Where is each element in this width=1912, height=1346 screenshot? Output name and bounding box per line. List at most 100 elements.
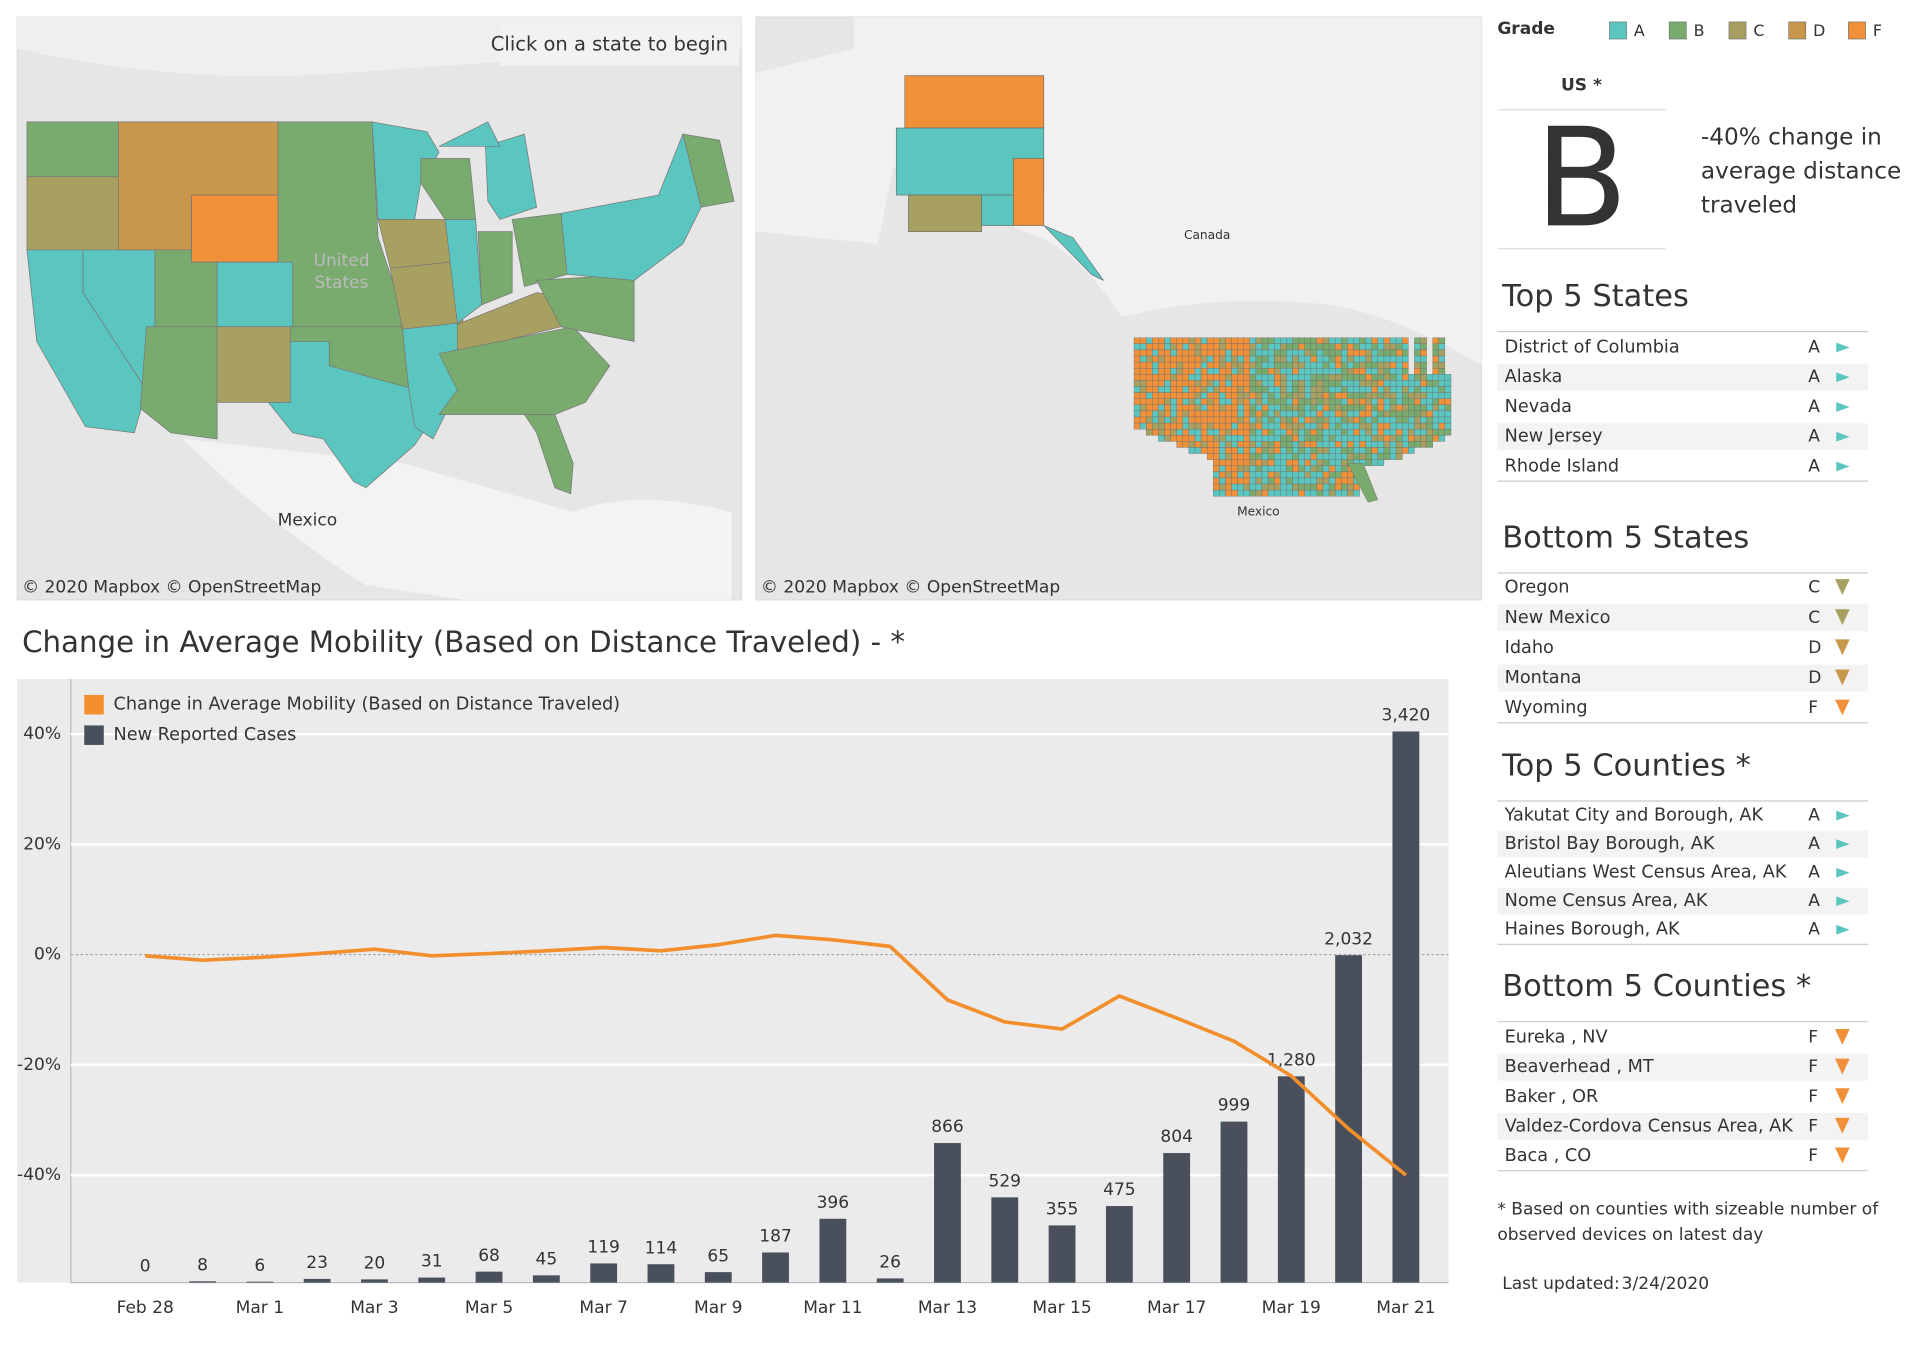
bar-label: 6 <box>254 1256 265 1276</box>
summary-grade: B <box>1535 99 1629 258</box>
bar <box>762 1252 789 1283</box>
bar-label: 1,280 <box>1267 1050 1316 1070</box>
arrow-down <box>1835 1117 1850 1134</box>
bar-label: 114 <box>645 1238 678 1258</box>
x-tick-label: Mar 13 <box>918 1298 977 1318</box>
row-name: Baker , OR <box>1505 1087 1599 1107</box>
county-map[interactable]: Canada Mexico © 2020 Mapbox © OpenStreet… <box>755 16 1483 601</box>
bar <box>1277 1076 1305 1283</box>
list-title: Top 5 Counties * <box>1501 748 1751 783</box>
bar-label: 187 <box>759 1227 792 1247</box>
arrow-right <box>1836 372 1850 383</box>
land <box>756 48 903 244</box>
row-grade: C <box>1808 578 1820 598</box>
row-grade: F <box>1808 1116 1818 1136</box>
x-tick-label: Mar 17 <box>1147 1298 1206 1318</box>
legend-label: A <box>1634 21 1645 40</box>
land <box>183 438 732 600</box>
arrow-down <box>1835 1088 1850 1105</box>
row-grade: A <box>1808 834 1820 854</box>
row-name: Eureka , NV <box>1505 1028 1608 1048</box>
summary-line: -40% change in <box>1701 124 1882 150</box>
updated-label: Last updated: <box>1502 1274 1620 1294</box>
legend-swatch <box>84 725 104 745</box>
row-grade: A <box>1808 456 1820 476</box>
plot-bg <box>17 679 1449 1283</box>
row-name: Idaho <box>1505 638 1554 658</box>
bar <box>704 1272 732 1283</box>
y-tick-label: -20% <box>17 1055 61 1075</box>
row-name: Aleutians West Census Area, AK <box>1505 863 1787 883</box>
row-grade: A <box>1808 427 1820 447</box>
bar <box>1105 1206 1133 1283</box>
bar-label: 119 <box>587 1238 620 1258</box>
row-bg <box>1497 664 1868 692</box>
rank-lists: Top 5 States District of Columbia A Alaska A… <box>1497 279 1868 1172</box>
arrow-down <box>1835 609 1850 626</box>
legend-label: D <box>1813 21 1825 40</box>
bar <box>991 1197 1019 1283</box>
x-tick-label: Mar 9 <box>694 1298 742 1318</box>
arrow-down <box>1835 1147 1850 1164</box>
bar-label: 396 <box>817 1193 850 1213</box>
row-bg <box>1497 423 1868 451</box>
legend-swatch <box>1788 21 1807 40</box>
legend-swatch <box>1668 21 1687 40</box>
row-name: Alaska <box>1505 367 1563 387</box>
map-label: Mexico <box>278 511 338 531</box>
legend-label: C <box>1753 21 1764 40</box>
x-tick-label: Mar 15 <box>1032 1298 1091 1318</box>
bar <box>189 1281 216 1283</box>
x-tick-label: Mar 5 <box>465 1298 513 1318</box>
row-grade: A <box>1808 397 1820 417</box>
row-name: Baca , CO <box>1505 1146 1592 1166</box>
bar <box>1392 731 1420 1283</box>
legend-title: Grade <box>1497 19 1555 39</box>
arrow-right <box>1836 402 1850 412</box>
bar <box>303 1278 331 1283</box>
row-grade: F <box>1808 698 1818 718</box>
y-tick-label: 0% <box>34 945 61 965</box>
bar-label: 23 <box>306 1253 328 1273</box>
x-tick-label: Mar 3 <box>350 1298 398 1318</box>
arrow-right <box>1836 839 1850 850</box>
state-map[interactable]: Click on a state to begin United States … <box>16 16 743 601</box>
row-grade: C <box>1808 608 1820 628</box>
region: US * <box>1561 75 1602 95</box>
map-label: Mexico <box>1237 505 1280 519</box>
row-grade: A <box>1808 863 1820 883</box>
bar-label: 45 <box>535 1250 557 1270</box>
arrow-right <box>1836 461 1850 472</box>
row-grade: A <box>1808 891 1820 911</box>
counties <box>1133 337 1452 503</box>
map-hint: Click on a state to begin <box>491 33 728 56</box>
bar-label: 26 <box>879 1253 901 1273</box>
row-bg <box>1497 887 1868 915</box>
legend-swatch <box>1848 21 1866 40</box>
bar-label: 355 <box>1046 1200 1079 1220</box>
bar <box>475 1271 503 1283</box>
bar-label: 68 <box>478 1246 500 1266</box>
states <box>26 121 735 495</box>
footnote: observed devices on latest day <box>1497 1225 1763 1245</box>
row-bg <box>1497 1113 1868 1140</box>
row-name: New Mexico <box>1505 608 1611 628</box>
row-bg <box>1497 1053 1868 1081</box>
attribution: © 2020 Mapbox © OpenStreetMap <box>761 578 1060 598</box>
summary-line: average distance <box>1701 158 1901 184</box>
bar-label: 65 <box>707 1246 729 1266</box>
legend-label: F <box>1873 21 1882 40</box>
bar <box>246 1281 274 1283</box>
row-name: New Jersey <box>1505 427 1603 447</box>
footnote: * Based on counties with sizeable number… <box>1497 1199 1879 1219</box>
bar-label: 3,420 <box>1381 706 1430 726</box>
row-grade: A <box>1808 806 1820 826</box>
bar-label: 475 <box>1103 1180 1136 1200</box>
x-tick-label: Mar 7 <box>579 1298 627 1318</box>
row-name: Nevada <box>1505 397 1572 417</box>
arrow-right <box>1836 924 1850 935</box>
legend-label: Change in Average Mobility (Based on Dis… <box>114 695 621 715</box>
florida <box>1347 463 1379 503</box>
row-name: Nome Census Area, AK <box>1505 891 1708 911</box>
